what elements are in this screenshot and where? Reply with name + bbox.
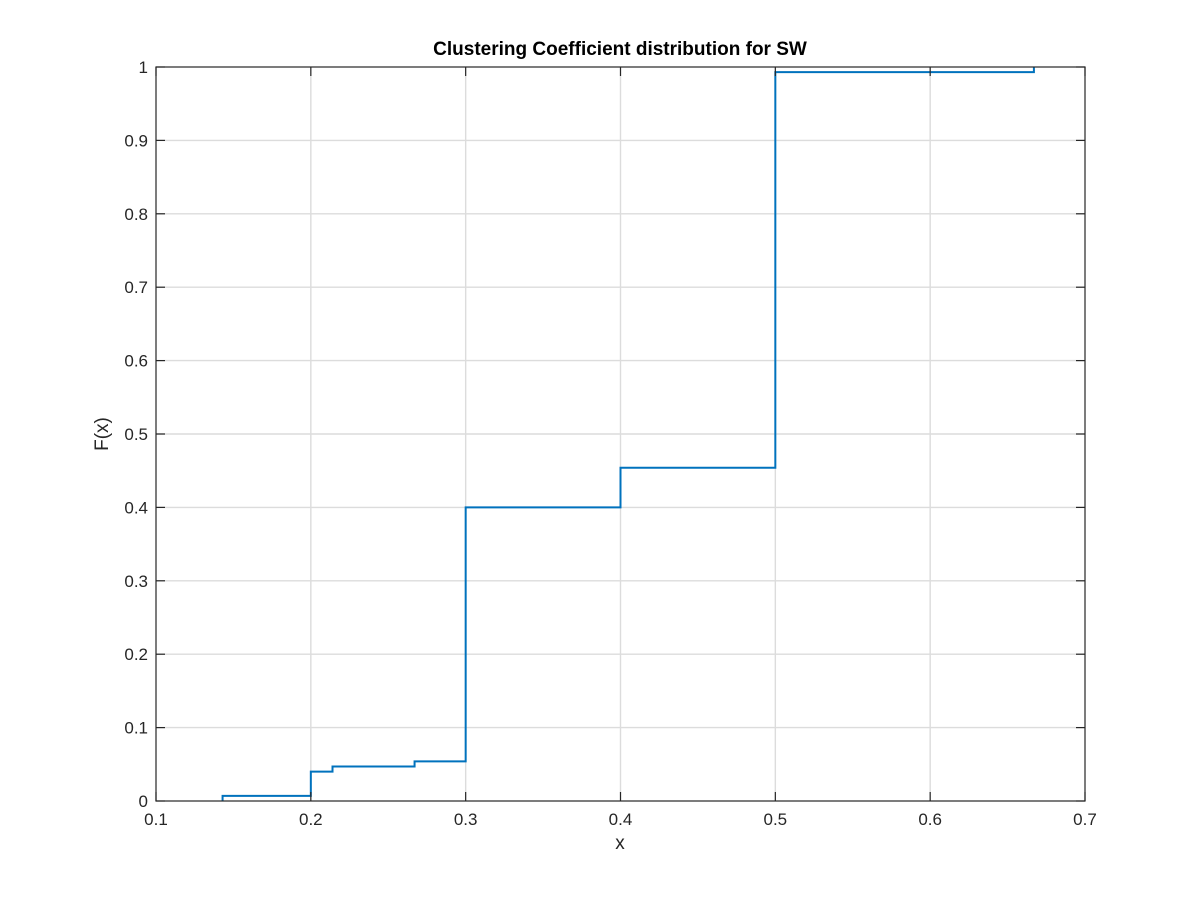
y-tick-label: 0.8 (124, 205, 148, 224)
y-tick-label: 0 (139, 792, 148, 811)
y-tick-label: 0.1 (124, 719, 148, 738)
y-tick-label: 0.6 (124, 352, 148, 371)
x-tick-label: 0.1 (144, 810, 168, 829)
y-tick-label: 0.5 (124, 425, 148, 444)
x-tick-label: 0.5 (764, 810, 788, 829)
y-tick-label: 0.9 (124, 131, 148, 150)
y-tick-label: 0.7 (124, 278, 148, 297)
y-axis-label: F(x) (92, 417, 113, 451)
y-tick-label: 1 (139, 58, 148, 77)
axis-ticks: 0.1 0.2 0.3 0.4 0.5 0.6 0.700.10.20.30.40.50.6… (124, 58, 1096, 829)
grid-lines (156, 67, 1085, 801)
y-tick-label: 0.2 (124, 645, 148, 664)
x-tick-label: 0.3 (454, 810, 478, 829)
x-tick-label: 0.7 (1073, 810, 1097, 829)
x-axis-label: x (615, 833, 625, 854)
chart-title: Clustering Coefficient distribution for … (433, 39, 807, 60)
x-tick-label: 0.6 (918, 810, 942, 829)
cdf-series-line (221, 67, 1035, 801)
y-tick-label: 0.3 (124, 572, 148, 591)
series-layer (221, 67, 1035, 801)
x-tick-label: 0.4 (609, 810, 633, 829)
x-tick-label: 0.2 (299, 810, 323, 829)
y-tick-label: 0.4 (124, 498, 148, 517)
